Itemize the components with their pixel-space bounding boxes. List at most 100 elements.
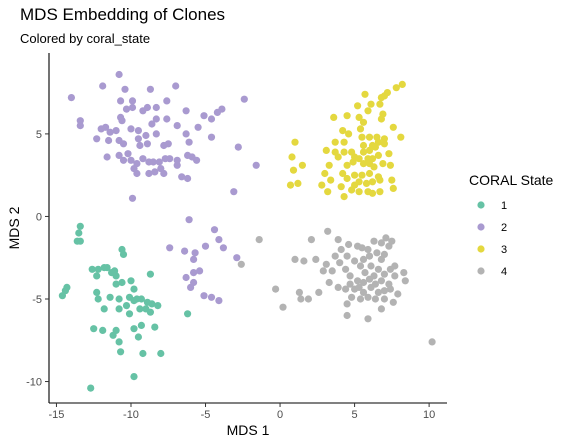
legend: 1 2 3 4: [477, 200, 507, 278]
data-point-state-4: [343, 252, 351, 260]
data-point-state-2: [178, 173, 186, 181]
data-point-state-4: [428, 338, 436, 346]
data-point-state-4: [345, 240, 353, 249]
data-point-state-4: [367, 262, 375, 270]
data-point-state-4: [391, 262, 399, 270]
data-point-state-4: [304, 295, 312, 303]
data-point-state-2: [102, 123, 110, 131]
data-point-state-1: [106, 293, 114, 301]
data-point-state-2: [181, 247, 189, 255]
data-point-state-4: [380, 295, 388, 303]
data-point-state-4: [343, 300, 351, 308]
data-point-state-2: [124, 150, 132, 158]
data-point-state-1: [125, 310, 134, 318]
data-point-state-1: [76, 237, 84, 245]
data-point-state-2: [146, 85, 154, 93]
data-point-state-3: [389, 123, 397, 131]
data-point-state-4: [365, 275, 374, 283]
data-point-state-2: [119, 140, 128, 148]
data-point-state-2: [219, 244, 227, 252]
data-point-state-1: [146, 270, 154, 278]
data-point-state-1: [148, 300, 156, 308]
y-tick-label: -5: [32, 294, 42, 306]
data-point-state-2: [218, 105, 226, 113]
data-point-state-4: [373, 249, 381, 257]
data-point-state-3: [377, 115, 385, 123]
data-point-state-2: [240, 95, 248, 103]
data-point-state-2: [99, 82, 107, 90]
data-point-state-2: [160, 169, 168, 178]
data-point-state-4: [319, 267, 327, 275]
data-point-state-3: [374, 151, 382, 159]
data-point-state-4: [348, 293, 356, 301]
data-point-state-4: [356, 262, 365, 270]
data-point-state-2: [230, 188, 238, 196]
data-point-state-3: [386, 161, 394, 169]
data-point-state-2: [163, 115, 171, 123]
data-point-state-1: [58, 292, 66, 300]
data-point-state-2: [233, 254, 241, 262]
plot-panel: [58, 70, 436, 392]
data-point-state-1: [109, 331, 117, 339]
data-point-state-2: [122, 105, 131, 113]
data-point-state-2: [172, 82, 180, 90]
y-tick-label: 0: [36, 211, 42, 223]
data-point-state-3: [351, 171, 359, 179]
chart-subtitle: Colored by coral_state: [20, 31, 150, 46]
data-point-state-2: [184, 174, 192, 183]
data-point-state-3: [343, 174, 351, 183]
data-point-state-4: [279, 303, 287, 311]
data-point-state-2: [155, 158, 163, 166]
data-point-state-1: [127, 277, 135, 285]
data-point-state-3: [359, 118, 368, 126]
data-point-state-4: [365, 252, 374, 260]
data-point-state-2: [134, 127, 142, 135]
data-point-state-3: [298, 161, 306, 169]
x-axis-title: MDS 1: [227, 422, 270, 438]
data-point-state-3: [389, 184, 397, 192]
data-point-state-2: [210, 226, 219, 234]
data-point-state-4: [315, 288, 323, 296]
data-point-state-3: [362, 179, 371, 187]
data-point-state-2: [252, 161, 260, 169]
data-point-state-4: [367, 283, 375, 291]
data-point-state-3: [380, 140, 388, 148]
data-point-state-4: [342, 265, 350, 273]
data-point-state-1: [130, 297, 138, 305]
data-point-state-1: [137, 321, 145, 329]
data-point-state-3: [359, 160, 368, 168]
data-point-state-4: [346, 272, 354, 280]
legend-label-state-3: 3: [501, 244, 507, 256]
data-point-state-2: [173, 156, 181, 164]
x-tick-label: -15: [49, 409, 65, 421]
data-point-state-2: [166, 155, 174, 163]
data-point-state-2: [190, 269, 198, 277]
data-point-state-1: [94, 265, 102, 273]
data-point-state-2: [151, 168, 159, 176]
data-point-state-3: [376, 188, 384, 196]
data-point-state-3: [354, 102, 362, 110]
data-point-state-3: [351, 181, 359, 189]
data-point-state-4: [359, 278, 368, 287]
data-point-state-2: [115, 151, 123, 159]
data-point-state-1: [87, 384, 95, 392]
data-point-state-4: [364, 245, 372, 254]
data-point-state-1: [136, 305, 144, 313]
data-point-state-2: [127, 125, 135, 133]
data-point-state-4: [328, 267, 336, 275]
data-point-state-1: [184, 310, 192, 318]
data-point-state-3: [355, 188, 363, 196]
legend-key-state-4: [477, 267, 485, 275]
data-point-state-2: [215, 236, 223, 244]
data-point-state-4: [374, 288, 382, 296]
data-point-state-3: [368, 178, 377, 186]
data-point-state-4: [374, 265, 382, 273]
data-point-state-1: [108, 269, 116, 277]
data-point-state-2: [152, 115, 160, 123]
data-point-state-4: [334, 283, 342, 291]
data-point-state-2: [173, 122, 181, 130]
data-point-state-3: [288, 153, 296, 161]
data-point-state-2: [149, 158, 157, 166]
data-point-state-2: [148, 120, 156, 128]
data-point-state-3: [358, 133, 366, 141]
